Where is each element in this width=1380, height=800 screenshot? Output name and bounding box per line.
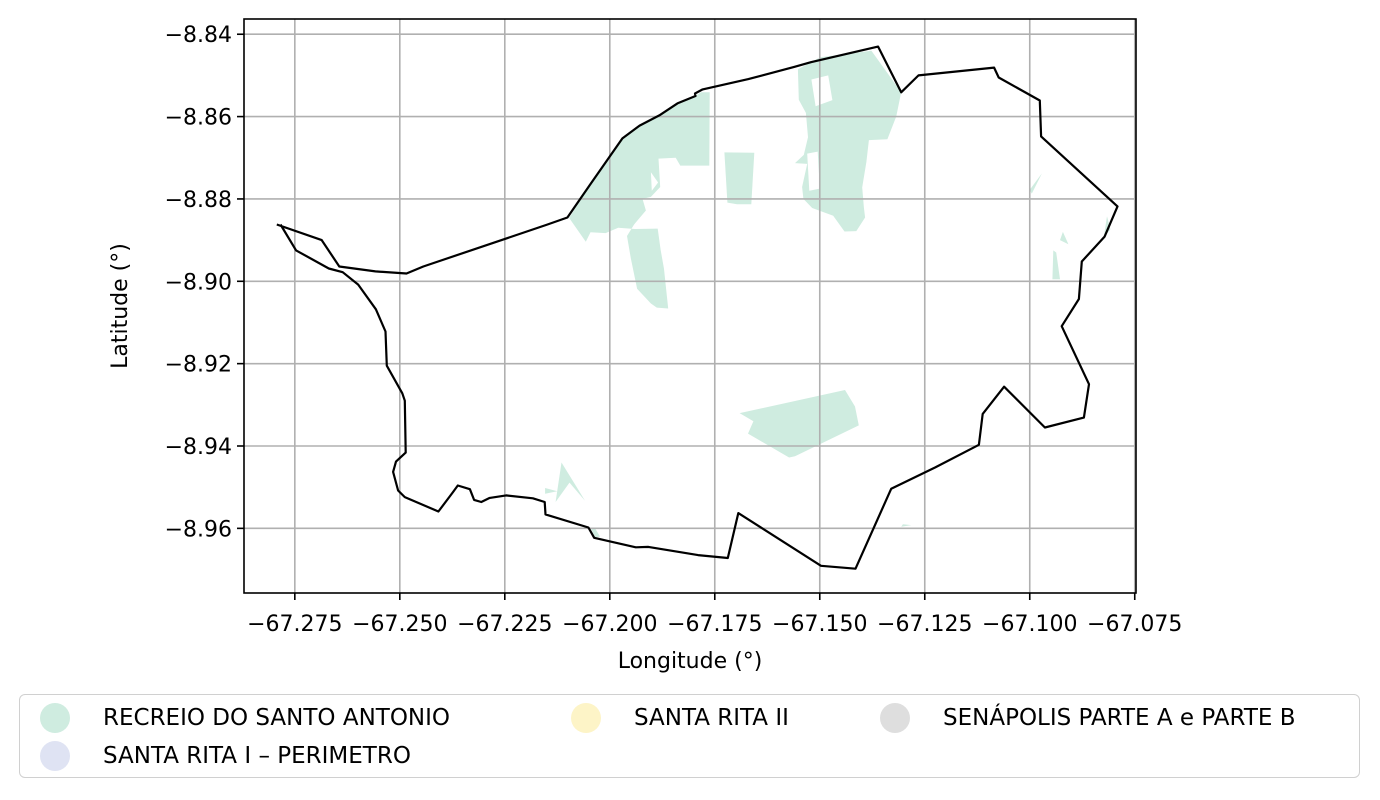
x-tick-label: −67.175 — [667, 612, 762, 637]
y-tick-label: −8.90 — [165, 270, 232, 295]
y-tick-label: −8.96 — [165, 517, 232, 542]
legend-label-santa-rita-i: SANTA RITA I – PERIMETRO — [103, 743, 411, 769]
x-axis-label: Longitude (°) — [618, 649, 763, 674]
x-tick-label: −67.250 — [352, 612, 447, 637]
x-axis: −67.275 −67.250 −67.225 −67.200 −67.175 −67.1… — [247, 593, 1182, 637]
legend-item-santa-rita-ii: SANTA RITA II — [571, 699, 789, 737]
x-tick-label: −67.150 — [772, 612, 867, 637]
y-tick-label: −8.86 — [165, 106, 232, 131]
y-tick-label: −8.92 — [165, 353, 232, 378]
zone-polygon-0-4 — [555, 462, 585, 502]
x-tick-label: −67.100 — [982, 612, 1077, 637]
zone-gap-2 — [650, 172, 659, 191]
x-tick-label: −67.275 — [247, 612, 342, 637]
legend-marker-recreio — [40, 703, 70, 733]
zone-polygon-0-3 — [739, 390, 859, 458]
study-area-boundary — [276, 45, 1119, 570]
zone-gap-0 — [811, 75, 833, 107]
boundary-layer — [276, 45, 1119, 570]
zone-polygon-0-2 — [724, 152, 755, 205]
zone-gap-1 — [807, 151, 820, 191]
y-axis-label: Latitude (°) — [108, 243, 133, 369]
zone-polygon-0-9 — [1052, 250, 1060, 280]
legend-marker-santa-rita-ii — [571, 703, 601, 733]
legend-marker-santa-rita-i — [40, 741, 70, 771]
y-tick-label: −8.88 — [165, 188, 232, 213]
y-tick-label: −8.84 — [165, 23, 232, 48]
x-tick-label: −67.225 — [457, 612, 552, 637]
zone-polygon-0-8 — [1060, 231, 1069, 245]
legend-item-santa-rita-i-perimetro: SANTA RITA I – PERIMETRO — [40, 737, 411, 775]
grid-layer — [244, 19, 1136, 593]
legend-item-recreio-do-santo-antonio: RECREIO DO SANTO ANTONIO — [40, 699, 450, 737]
legend-label-senapolis: SENÁPOLIS PARTE A e PARTE B — [943, 705, 1296, 731]
x-tick-label: −67.075 — [1087, 612, 1182, 637]
legend-marker-senapolis — [880, 703, 910, 733]
y-axis: −8.84 −8.86 −8.88 −8.90 −8.92 −8.94 −8.96 — [165, 23, 244, 542]
legend-item-senapolis: SENÁPOLIS PARTE A e PARTE B — [880, 699, 1296, 737]
plot-frame — [243, 18, 1137, 594]
zone-polygon-0-6 — [590, 527, 601, 538]
x-tick-label: −67.200 — [562, 612, 657, 637]
y-tick-label: −8.94 — [165, 435, 232, 460]
zone-polygon-0-11 — [901, 524, 912, 527]
holes-layer — [650, 75, 833, 191]
legend-label-santa-rita-ii: SANTA RITA II — [634, 705, 789, 731]
zone-polygon-0-7 — [1029, 173, 1042, 194]
x-tick-label: −67.125 — [877, 612, 972, 637]
legend: RECREIO DO SANTO ANTONIO SANTA RITA I – … — [19, 694, 1360, 778]
legend-label-recreio: RECREIO DO SANTO ANTONIO — [103, 705, 451, 731]
zone-polygon-0-5 — [545, 488, 558, 494]
zone-polygon-0-0 — [569, 92, 710, 309]
